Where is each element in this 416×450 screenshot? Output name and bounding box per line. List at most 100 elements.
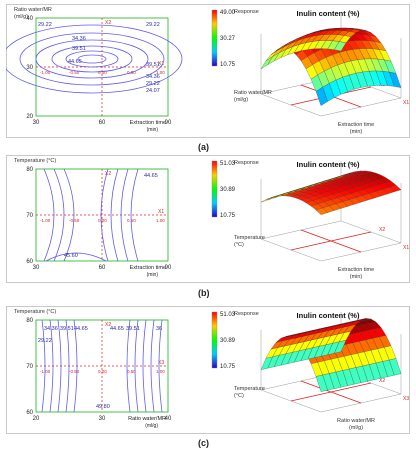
surface-facet	[389, 71, 402, 88]
surface-marker-x2: X2	[379, 378, 385, 384]
factor-level-label: 0.00	[98, 218, 107, 223]
surface-axis-right-unit: (min)	[350, 129, 363, 135]
contour-line	[43, 168, 55, 262]
contour-line	[35, 39, 149, 79]
y-tick-label: 30	[26, 65, 33, 71]
contour-label: 34.36	[44, 326, 58, 332]
surface-axis-left-unit: (°C)	[234, 393, 244, 399]
panel-b-frame	[6, 155, 410, 283]
legend-value: 10.75	[220, 62, 236, 68]
factor-level-label: 0.50	[127, 218, 136, 223]
x-tick-label: 90	[165, 120, 172, 126]
contour-line	[49, 319, 54, 413]
contour-label: 29.22	[146, 81, 160, 87]
x-axis-unit: (min)	[147, 127, 159, 133]
x-tick-label: 90	[165, 265, 172, 271]
surface-title: Inulin content (%)	[297, 311, 360, 320]
x-tick-label: 30	[33, 265, 40, 271]
surface-axis-right: Extraction time	[338, 267, 374, 273]
y-tick-label: 70	[26, 364, 33, 370]
x-tick-label: 20	[33, 416, 40, 422]
center-marker-top: X2	[105, 20, 111, 26]
surface-axis-left: Ratio water/MR	[234, 90, 272, 96]
factor-level-label: 0.00	[98, 369, 107, 374]
contour-line	[41, 319, 46, 413]
contour-label: 24.07	[146, 88, 160, 94]
factor-level-label: -1.00	[40, 369, 51, 374]
center-marker-right: X3	[158, 360, 164, 366]
y-tick-label: 60	[26, 259, 33, 265]
y-tick-label: 80	[26, 167, 33, 173]
surface-facet	[389, 184, 402, 192]
contour-plot-c: Temperature (°C) X2 X3 -1.00 -0.50 0.00 0.50 1.…	[14, 309, 172, 429]
legend-title: Response	[234, 160, 259, 166]
contour-line	[65, 50, 119, 68]
contour-label: 45.60	[64, 253, 78, 259]
x-tick-label: 30	[33, 120, 40, 126]
x-tick-label: 60	[99, 120, 106, 126]
contour-line	[77, 54, 107, 64]
contour-line	[100, 168, 109, 262]
legend-value: 10.75	[220, 364, 236, 370]
surface-facet	[389, 358, 402, 376]
y-tick-label: 70	[26, 213, 33, 219]
contour-line	[130, 168, 139, 262]
surface-marker-x1: X3	[403, 396, 409, 402]
contour-label: 36	[156, 326, 162, 332]
legend-value: 30.89	[220, 338, 236, 344]
y-tick-label: 60	[26, 410, 33, 416]
contour-plot-b: Temperature (°C) X2 X1 -1.00 -0.50 0.00 0.50 1.…	[14, 158, 172, 278]
contour-label: 39.51	[60, 326, 74, 332]
legend-title: Response	[234, 9, 259, 15]
factor-level-label: 1.00	[156, 369, 165, 374]
contour-line	[51, 45, 133, 73]
contour-line	[110, 168, 119, 262]
x-axis-unit: (min)	[147, 272, 159, 278]
legend-value: 10.75	[220, 213, 236, 219]
floor-center-line	[300, 229, 362, 253]
contour-label: 44.65	[110, 326, 124, 332]
surface-facet	[267, 195, 280, 201]
contour-label: 49.80	[96, 404, 110, 410]
factor-level-label: -0.50	[69, 369, 80, 374]
contour-label: 29.22	[38, 22, 52, 28]
surface-title: Inulin content (%)	[297, 9, 360, 18]
center-marker-top: X2	[105, 322, 111, 328]
legend-title: Response	[234, 311, 259, 317]
factor-level-label: 1.00	[156, 70, 165, 75]
y-tick-label: 80	[26, 318, 33, 324]
contour-line	[142, 319, 147, 413]
contour-label: 44.65	[68, 59, 82, 65]
y-axis-label: Temperature (°C)	[14, 309, 56, 315]
legend-colorbar	[211, 9, 218, 67]
factor-level-label: 1.00	[156, 218, 165, 223]
y-tick-label: 40	[26, 16, 33, 22]
contour-label: 29.22	[38, 338, 52, 344]
panel-label-a: (a)	[198, 142, 209, 152]
factor-level-label: 0.00	[98, 70, 107, 75]
contour-line	[57, 319, 62, 413]
contour-line	[150, 319, 155, 413]
contour-line	[73, 319, 78, 413]
surface-axis-left: Temperature	[234, 386, 265, 392]
contour-line	[19, 32, 165, 86]
factor-level-label: 0.50	[127, 369, 136, 374]
y-axis-label: Temperature (°C)	[14, 158, 56, 164]
panel-c-frame	[6, 306, 410, 434]
contour-line	[6, 24, 183, 94]
x-tick-label: 30	[99, 416, 106, 422]
x-axis-label: Extraction time	[130, 120, 166, 126]
contour-label: 39.51	[72, 46, 86, 52]
contour-line	[45, 252, 107, 262]
y-axis-label: (ml/g)	[14, 14, 28, 20]
center-marker-right: X1	[158, 209, 164, 215]
floor-center-line	[300, 380, 362, 404]
surface-axis-right: Ratio water/MR	[337, 418, 375, 424]
contour-line	[53, 168, 65, 262]
contour-label: 29.22	[146, 22, 160, 28]
center-marker-right: X1	[158, 61, 164, 67]
surface-facet	[260, 197, 273, 203]
